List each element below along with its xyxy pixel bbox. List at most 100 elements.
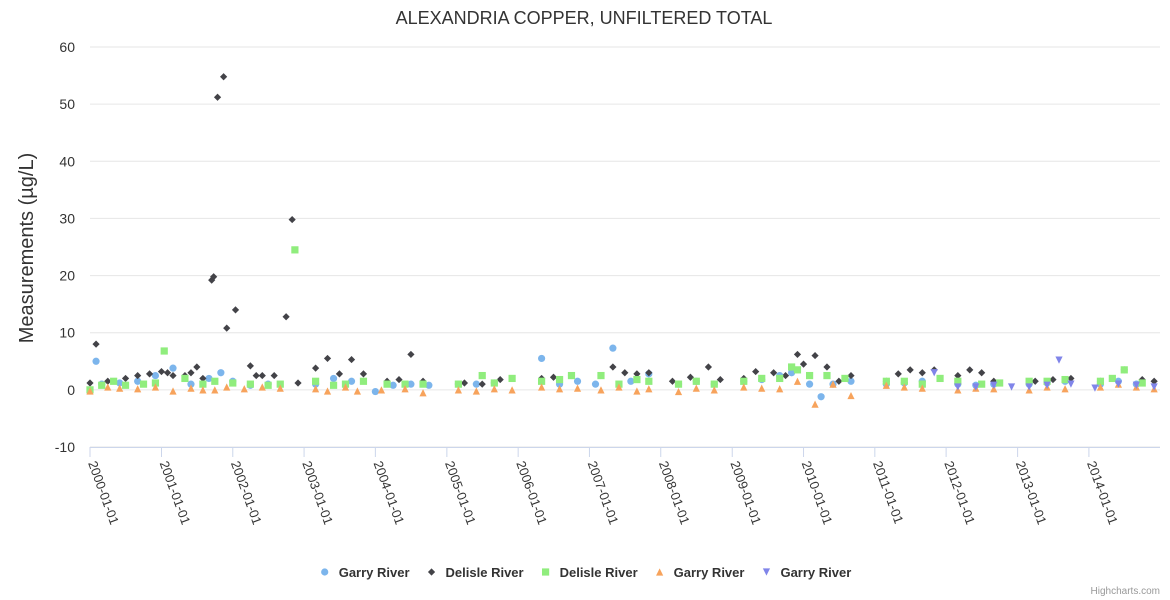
data-point[interactable] [264, 381, 272, 389]
data-point[interactable] [187, 384, 195, 392]
data-point[interactable] [900, 383, 908, 391]
data-point[interactable] [312, 377, 320, 385]
data-point[interactable] [270, 371, 278, 380]
data-point[interactable] [788, 363, 796, 371]
data-point[interactable] [788, 369, 796, 377]
data-point[interactable] [674, 387, 683, 396]
data-point[interactable] [918, 380, 926, 388]
data-point[interactable] [341, 383, 350, 391]
data-point[interactable] [537, 383, 546, 391]
data-point[interactable] [134, 385, 142, 393]
data-point[interactable] [710, 380, 718, 388]
data-point[interactable] [537, 377, 546, 385]
data-point[interactable] [187, 369, 195, 377]
data-point[interactable] [157, 367, 166, 376]
data-point[interactable] [208, 276, 216, 284]
data-point[interactable] [1150, 377, 1158, 385]
data-point[interactable] [276, 384, 284, 392]
data-point[interactable] [217, 369, 225, 377]
data-point[interactable] [633, 375, 641, 384]
data-point[interactable] [134, 377, 142, 385]
data-point[interactable] [145, 370, 154, 378]
data-point[interactable] [210, 273, 218, 281]
data-point[interactable] [213, 93, 222, 101]
data-point[interactable] [329, 374, 338, 383]
data-point[interactable] [972, 383, 980, 391]
data-point[interactable] [104, 377, 112, 385]
data-point[interactable] [478, 371, 486, 380]
data-point[interactable] [472, 380, 480, 388]
data-point[interactable] [1043, 381, 1051, 389]
data-point[interactable] [163, 369, 172, 377]
data-point[interactable] [291, 246, 299, 254]
data-point[interactable] [1061, 375, 1069, 384]
data-point[interactable] [966, 366, 974, 374]
data-point[interactable] [776, 385, 784, 393]
data-point[interactable] [674, 380, 683, 388]
data-point[interactable] [633, 387, 641, 395]
data-point[interactable] [1067, 380, 1075, 388]
data-point[interactable] [645, 377, 653, 385]
data-point[interactable] [116, 384, 124, 392]
data-point[interactable] [1067, 374, 1075, 383]
data-point[interactable] [829, 380, 837, 388]
data-point[interactable] [847, 377, 855, 385]
data-point[interactable] [645, 385, 653, 393]
data-point[interactable] [996, 379, 1004, 387]
data-point[interactable] [359, 370, 368, 378]
data-point[interactable] [597, 371, 605, 380]
data-point[interactable] [1025, 383, 1033, 391]
data-point[interactable] [193, 363, 201, 371]
data-point[interactable] [258, 383, 266, 391]
data-point[interactable] [930, 369, 938, 377]
data-point[interactable] [282, 313, 290, 321]
data-point[interactable] [716, 375, 724, 384]
data-point[interactable] [490, 385, 498, 393]
data-point[interactable] [335, 370, 344, 378]
data-point[interactable] [312, 364, 320, 372]
data-point[interactable] [882, 377, 890, 385]
data-point[interactable] [823, 371, 831, 380]
data-point[interactable] [740, 377, 748, 385]
data-point[interactable] [710, 386, 718, 394]
data-point[interactable] [567, 371, 576, 380]
data-point[interactable] [793, 350, 802, 359]
data-point[interactable] [92, 340, 100, 348]
data-point[interactable] [1007, 383, 1016, 391]
data-point[interactable] [573, 384, 582, 392]
data-point[interactable] [954, 377, 962, 385]
data-point[interactable] [359, 377, 368, 385]
data-point[interactable] [823, 363, 831, 371]
data-point[interactable] [835, 377, 843, 385]
data-point[interactable] [508, 374, 516, 383]
data-point[interactable] [1096, 377, 1105, 385]
data-point[interactable] [199, 380, 207, 388]
data-point[interactable] [645, 369, 653, 377]
data-point[interactable] [668, 377, 677, 385]
data-point[interactable] [633, 370, 641, 378]
data-point[interactable] [805, 380, 814, 388]
data-point[interactable] [353, 387, 362, 395]
data-point[interactable] [98, 381, 106, 389]
data-point[interactable] [615, 383, 623, 391]
data-point[interactable] [181, 374, 189, 383]
data-point[interactable] [704, 363, 713, 371]
data-point[interactable] [288, 215, 296, 224]
data-point[interactable] [597, 386, 605, 394]
data-point[interactable] [936, 374, 944, 383]
data-point[interactable] [609, 363, 617, 371]
data-point[interactable] [419, 389, 427, 397]
data-point[interactable] [151, 371, 160, 380]
data-point[interactable] [425, 381, 433, 389]
data-point[interactable] [401, 380, 409, 388]
data-point[interactable] [472, 387, 480, 395]
data-point[interactable] [978, 380, 986, 388]
data-point[interactable] [187, 380, 195, 388]
data-point[interactable] [781, 371, 790, 380]
data-point[interactable] [151, 383, 160, 391]
data-point[interactable] [223, 383, 231, 391]
data-point[interactable] [347, 355, 356, 364]
data-point[interactable] [573, 377, 582, 385]
data-point[interactable] [847, 391, 855, 400]
data-point[interactable] [223, 324, 231, 332]
